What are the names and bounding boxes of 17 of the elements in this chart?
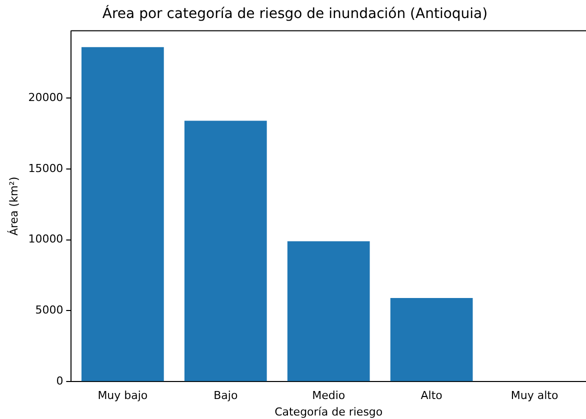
y-tick-label: 10000 [28, 232, 64, 246]
chart-title: Área por categoría de riesgo de inundación (Antioquia) [102, 5, 488, 22]
y-tick-label: 15000 [28, 162, 64, 175]
x-tick-label: Bajo [214, 389, 238, 402]
y-tick-label: 0 [56, 374, 64, 388]
y-axis-title: Área (km²) [6, 176, 20, 236]
x-tick-label: Alto [420, 389, 443, 402]
x-tick-label: Muy bajo [98, 389, 148, 402]
bar [184, 120, 267, 382]
y-tick-label: 5000 [35, 304, 64, 317]
x-axis-title: Categoría de riesgo [274, 405, 383, 418]
bar [81, 47, 164, 382]
x-tick-label: Medio [312, 389, 346, 402]
bar [287, 241, 370, 382]
y-tick-label: 20000 [28, 90, 64, 104]
x-tick-label: Muy alto [510, 389, 558, 402]
bar [390, 298, 473, 382]
